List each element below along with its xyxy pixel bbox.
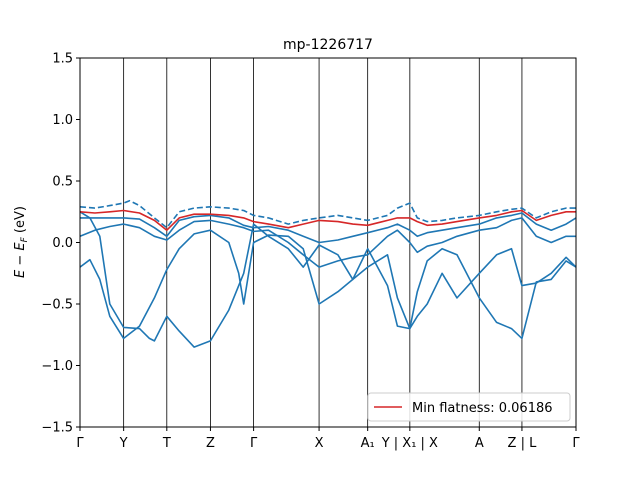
chart-title: mp-1226717 — [283, 37, 373, 53]
y-tick-label: −0.5 — [41, 298, 73, 313]
y-axis: −1.5 −1.0 −0.5 0.0 0.5 1.0 1.5 — [41, 52, 80, 436]
x-axis: Γ Y T Z Γ X A₁ Y | X₁ | X A Z | L Γ — [76, 427, 580, 451]
plot-area — [79, 57, 577, 428]
legend-box — [367, 392, 571, 422]
y-axis-label-unit: (eV) — [13, 206, 28, 237]
band-line-5 — [80, 199, 576, 229]
x-tick-label: Y — [119, 436, 128, 451]
axes-frame — [79, 57, 577, 428]
x-tick-label: X — [315, 436, 324, 451]
x-tick-label: T — [162, 436, 171, 451]
band-line-2 — [80, 211, 576, 348]
band-lines — [80, 199, 576, 348]
x-tick-label: Γ — [76, 436, 84, 451]
band-line-4 — [80, 212, 576, 244]
y-tick-label: 1.5 — [52, 52, 73, 67]
y-tick-label: −1.0 — [41, 359, 73, 374]
legend: Min flatness: 0.06186 — [367, 392, 571, 422]
y-tick-label: −1.5 — [41, 421, 73, 436]
band-line-1 — [80, 229, 576, 340]
x-tick-label: Z | L — [508, 436, 538, 451]
y-axis-label-main: E − E — [13, 242, 28, 278]
x-tick-label: Γ — [572, 436, 580, 451]
y-axis-label: E − EF (eV) — [13, 206, 30, 278]
x-tick-label: A — [475, 436, 484, 451]
x-tick-label: Z — [206, 436, 215, 451]
legend-label: Min flatness: 0.06186 — [412, 401, 553, 416]
band-line-3 — [80, 217, 576, 268]
flat-band-line — [80, 209, 576, 231]
y-axis-label-sub: F — [20, 236, 30, 242]
y-tick-label: 0.5 — [52, 175, 73, 190]
y-tick-label: 1.0 — [52, 113, 73, 128]
x-tick-label: Γ — [250, 436, 258, 451]
y-tick-label: 0.0 — [52, 236, 73, 251]
x-tick-label: A₁ — [361, 436, 375, 451]
x-tick-label: Y | X₁ | X — [381, 436, 438, 451]
